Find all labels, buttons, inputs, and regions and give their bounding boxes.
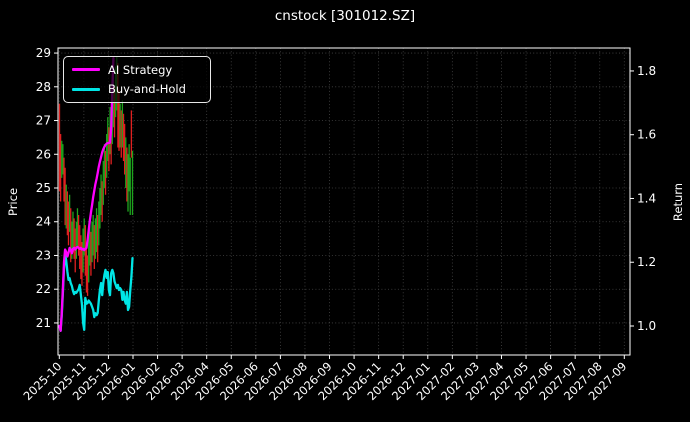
price-tick-label: 27 — [36, 114, 51, 128]
legend-item: AI Strategy — [72, 61, 202, 79]
legend-label: Buy-and-Hold — [108, 82, 186, 97]
price-tick-label: 21 — [36, 316, 51, 330]
line-ai-strategy — [58, 57, 115, 332]
return-tick-label: 1.6 — [637, 128, 656, 142]
return-tick-label: 1.8 — [637, 64, 656, 78]
legend-buy-and-hold-line-swatch — [72, 87, 100, 92]
price-tick-label: 22 — [36, 282, 51, 296]
return-tick-label: 1.0 — [637, 319, 656, 333]
price-tick-label: 26 — [36, 147, 51, 161]
y-axis-label-price: Price — [6, 187, 20, 217]
plot-border — [57, 47, 631, 356]
price-tick-label: 23 — [36, 248, 51, 262]
y-axis-label-return: Return — [671, 182, 685, 222]
chart-title: cnstock [301012.SZ] — [274, 8, 416, 24]
legend-label: AI Strategy — [108, 62, 173, 77]
return-tick-label: 1.4 — [637, 191, 656, 205]
legend-ai-strategy-line-swatch — [72, 67, 100, 72]
price-tick-label: 25 — [36, 181, 51, 195]
ticks — [54, 52, 634, 359]
price-tick-label: 24 — [36, 215, 51, 229]
legend-item: Buy-and-Hold — [72, 80, 202, 98]
line-buy-and-hold — [58, 252, 134, 332]
legend: AI Strategy Buy-and-Hold — [63, 56, 211, 103]
price-tick-label: 29 — [36, 46, 51, 60]
price-tick-label: 28 — [36, 80, 51, 94]
return-tick-label: 1.2 — [637, 255, 656, 269]
